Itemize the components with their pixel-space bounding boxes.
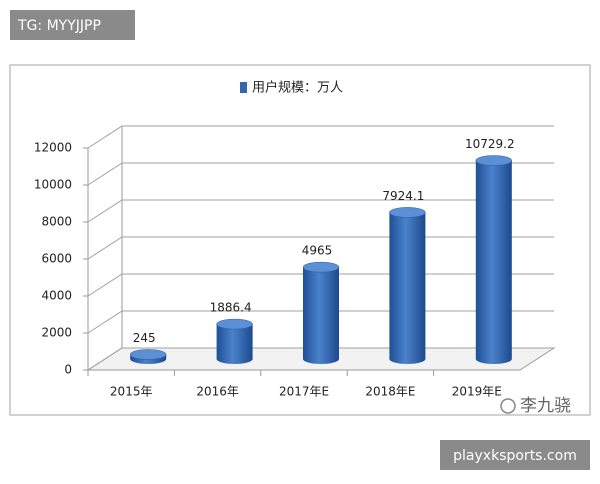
y-tick-label: 10000 (34, 178, 72, 192)
badge-text: TG: MYYJJPP (17, 18, 101, 34)
bar-top (475, 155, 513, 166)
x-tick-label: 2016年 (196, 385, 239, 399)
bar-top (302, 261, 340, 273)
value-label: 1886.4 (210, 301, 252, 315)
watermark-text: 李九骁 (520, 396, 571, 416)
legend-label: 用户规模：万人 (252, 80, 343, 96)
bar (389, 212, 426, 364)
value-label: 4965 (302, 244, 333, 258)
badge (440, 440, 590, 470)
y-tick-label: 6000 (41, 252, 72, 266)
plot: 0 2000 4000 6000 8000 10000 12000 2015年 245 2016年… (34, 125, 556, 399)
y-tick-label: 4000 (41, 289, 72, 303)
y-tick-label: 8000 (41, 215, 72, 229)
value-label: 10729.2 (465, 137, 515, 151)
bar (475, 160, 512, 364)
y-tick-label: 12000 (34, 141, 72, 155)
bar-top (129, 349, 167, 360)
x-tick-label: 2018年E (365, 385, 415, 399)
bar-top (216, 318, 253, 330)
bar (303, 267, 339, 364)
bar-top (389, 207, 426, 218)
y-tick-label: 2000 (41, 326, 72, 340)
badge (10, 10, 135, 40)
y-tick-label: 0 (64, 363, 72, 377)
x-tick-label: 2017年E (279, 385, 329, 399)
badge-text: playxksports.com (453, 448, 577, 464)
value-label: 245 (133, 331, 156, 345)
grid-line (87, 162, 554, 186)
watermark-icon (500, 398, 516, 414)
x-tick-label: 2019年E (452, 385, 502, 399)
x-tick-label: 2015年 (110, 385, 153, 399)
grid-line (87, 125, 554, 149)
value-label: 7924.1 (382, 189, 424, 203)
grid-line (87, 199, 554, 223)
legend-swatch (240, 82, 247, 93)
bar (216, 324, 253, 364)
